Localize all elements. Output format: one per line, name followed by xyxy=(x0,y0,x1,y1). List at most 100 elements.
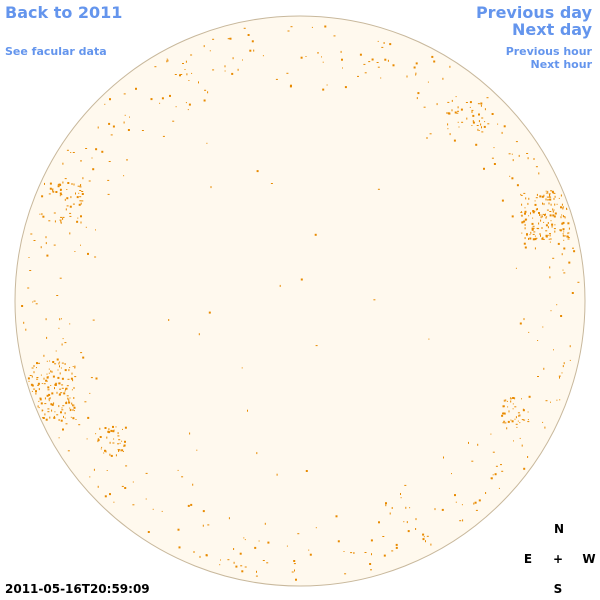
facula xyxy=(454,494,456,497)
facula xyxy=(549,198,552,201)
facula xyxy=(110,454,113,457)
facula xyxy=(524,237,526,240)
facula xyxy=(84,401,87,403)
facula xyxy=(521,216,523,217)
facula xyxy=(71,372,73,375)
facular-link[interactable]: See facular data xyxy=(5,45,107,58)
facula xyxy=(72,379,74,382)
facula xyxy=(547,191,549,194)
facula xyxy=(543,221,545,223)
facula xyxy=(184,69,186,70)
facula xyxy=(110,134,113,136)
facula xyxy=(199,555,201,558)
facula xyxy=(459,520,462,522)
previous-hour-link[interactable]: Previous hour xyxy=(505,45,592,58)
facula xyxy=(45,318,47,321)
facula xyxy=(563,216,565,218)
facula xyxy=(563,239,565,241)
facula xyxy=(534,200,536,202)
facula xyxy=(566,208,568,210)
facula xyxy=(556,399,558,401)
facula xyxy=(35,303,38,305)
facula xyxy=(104,449,106,452)
facula xyxy=(198,333,200,336)
faculae xyxy=(21,25,580,581)
facula xyxy=(562,221,565,224)
facula xyxy=(44,182,45,185)
facula xyxy=(433,60,436,63)
facula xyxy=(72,203,75,205)
facula xyxy=(549,233,551,235)
facula xyxy=(422,538,425,541)
facula xyxy=(62,216,65,218)
facula xyxy=(523,242,526,245)
facula xyxy=(107,179,110,181)
facula xyxy=(382,536,385,537)
facula xyxy=(60,419,63,422)
facula xyxy=(53,212,56,214)
facula xyxy=(70,377,73,380)
facula xyxy=(471,111,473,113)
compass-south: S xyxy=(553,582,563,596)
facula xyxy=(65,387,68,390)
facula xyxy=(387,59,389,62)
facula xyxy=(369,563,372,565)
facula xyxy=(558,375,561,377)
facula xyxy=(380,77,382,79)
facula xyxy=(344,86,347,89)
facula xyxy=(377,66,380,68)
previous-day-link[interactable]: Previous day xyxy=(475,3,592,22)
facula xyxy=(49,416,51,419)
facula xyxy=(106,470,108,471)
facula xyxy=(469,106,471,108)
facula xyxy=(185,60,187,63)
facula xyxy=(561,203,563,206)
facula xyxy=(514,397,516,400)
next-hour-link[interactable]: Next hour xyxy=(530,58,593,71)
facula xyxy=(109,441,111,444)
facula xyxy=(75,192,76,195)
facula xyxy=(315,345,318,347)
facula xyxy=(322,88,325,91)
facula xyxy=(64,390,66,392)
facula xyxy=(535,166,538,168)
facula xyxy=(54,363,57,365)
facula xyxy=(178,546,181,549)
facula xyxy=(321,56,322,58)
facula xyxy=(239,552,242,555)
facula xyxy=(549,193,550,196)
facula xyxy=(562,233,564,235)
facula xyxy=(188,80,190,81)
facula xyxy=(552,208,554,211)
facula xyxy=(123,93,126,95)
facula xyxy=(33,371,35,374)
facula xyxy=(480,104,482,107)
facula xyxy=(542,238,545,240)
facula xyxy=(491,113,494,115)
facula xyxy=(443,456,444,459)
facula xyxy=(550,190,553,192)
facula xyxy=(85,226,87,228)
facula xyxy=(253,49,255,52)
facula xyxy=(256,170,259,173)
facula xyxy=(540,216,542,219)
facula xyxy=(172,120,175,122)
facula xyxy=(80,244,81,246)
facula xyxy=(538,222,540,225)
facula xyxy=(45,236,47,239)
facula xyxy=(166,58,168,60)
facula xyxy=(94,256,97,258)
facula xyxy=(60,194,63,196)
facula xyxy=(486,97,489,99)
facula xyxy=(29,375,32,376)
next-day-link[interactable]: Next day xyxy=(512,20,592,39)
back-link[interactable]: Back to 2011 xyxy=(5,3,123,22)
facula xyxy=(545,198,547,201)
facula xyxy=(511,215,514,218)
facula xyxy=(527,411,529,413)
facula xyxy=(61,318,62,320)
facula xyxy=(540,214,542,216)
facula xyxy=(521,232,523,234)
facula xyxy=(521,444,523,447)
facula xyxy=(512,408,514,410)
